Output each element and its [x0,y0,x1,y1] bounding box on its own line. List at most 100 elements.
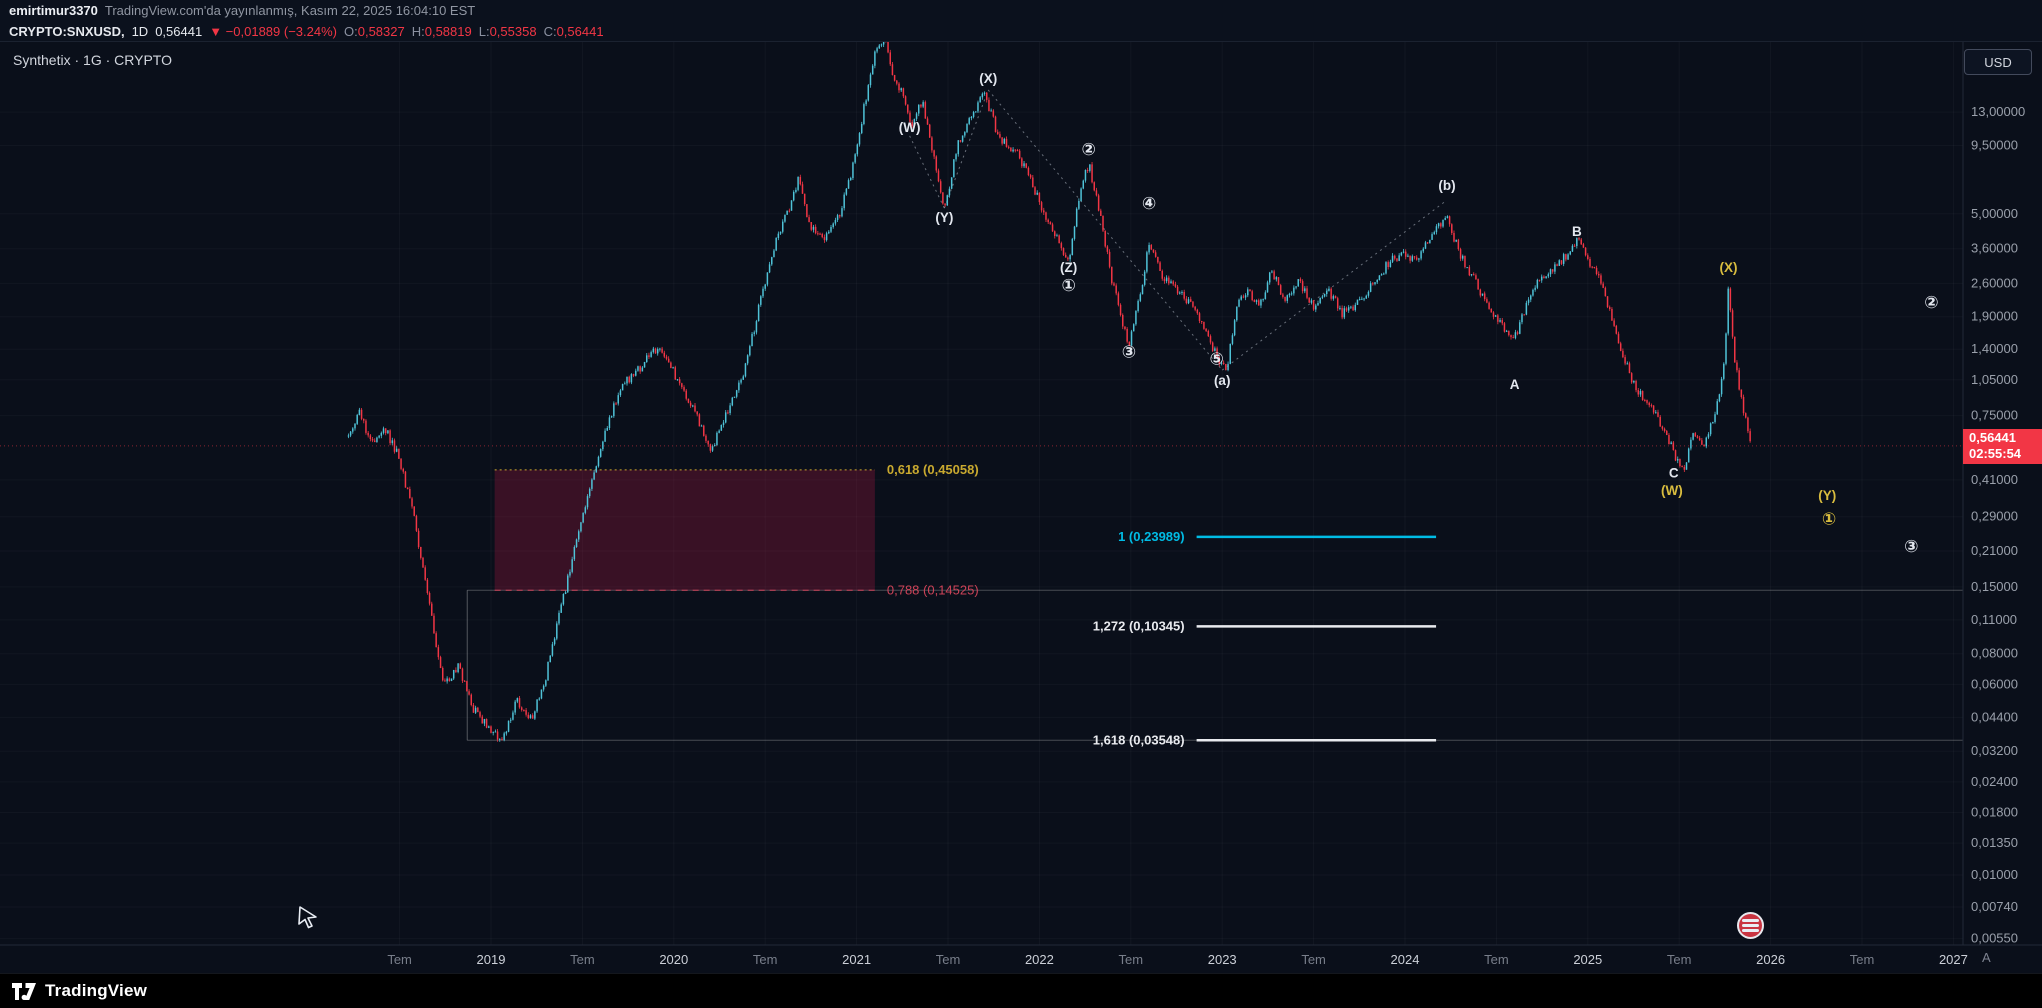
svg-text:0,01350: 0,01350 [1971,835,2018,850]
svg-text:0,03200: 0,03200 [1971,743,2018,758]
wave-label: ① [1061,276,1075,295]
wave-connector-lines [909,89,1448,371]
svg-text:0,08000: 0,08000 [1971,646,2018,661]
svg-text:5,00000: 5,00000 [1971,206,2018,221]
svg-text:2022: 2022 [1025,952,1054,967]
last-price-badge: 0,56441 02:55:54 [1963,429,2042,464]
svg-text:2,60000: 2,60000 [1971,275,2018,290]
low-value: L:0,55358 [478,23,537,39]
close-value: C:0,56441 [543,23,604,39]
tradingview-logo-icon[interactable] [12,982,36,1000]
svg-text:Tem: Tem [387,952,412,967]
svg-text:Tem: Tem [1119,952,1144,967]
tradingview-brand-text[interactable]: TradingView [45,981,148,1000]
svg-text:0,11000: 0,11000 [1971,612,2017,627]
wave-label: (W) [1661,483,1683,498]
svg-text:0,21000: 0,21000 [1971,543,2018,558]
interval-label[interactable]: 1D [131,23,149,39]
wave-label: ③ [1122,342,1136,361]
svg-text:0,00740: 0,00740 [1971,899,2018,914]
wave-label: (W) [899,120,921,135]
svg-text:Tem: Tem [1667,952,1692,967]
currency-toggle-button[interactable]: USD [1964,49,2032,75]
footer-bar: TradingView [0,973,2042,1008]
svg-text:0,41000: 0,41000 [1971,472,2018,487]
change-text: ▼ −0,01889 (−3.24%) [209,23,337,39]
wave-label: ② [1082,140,1096,159]
elliott-wave-labels: (W)(X)(Y)②④(Z)①③ ⑤(a)(b)ABC(W)(X)(Y)①②③ [899,71,1939,556]
badge-price: 0,56441 [1969,430,2016,445]
svg-text:Tem: Tem [1484,952,1509,967]
high-value: H:0,58819 [411,23,472,39]
svg-text:Tem: Tem [570,952,595,967]
svg-text:1,90000: 1,90000 [1971,309,2018,324]
wave-label: ⑤ [1210,350,1224,369]
wave-label: ④ [1142,194,1156,213]
svg-text:3,60000: 3,60000 [1971,241,2018,256]
wave-label: (X) [979,71,997,86]
red-circle-event-icon[interactable] [1737,912,1764,939]
candlestick-series[interactable] [347,33,1751,742]
wave-label: C [1669,465,1679,480]
svg-text:2026: 2026 [1756,952,1785,967]
wave-label: (a) [1214,373,1231,388]
event-icon-stripe [1742,919,1759,922]
svg-text:2027: 2027 [1939,952,1968,967]
wave-label: (b) [1438,178,1455,193]
svg-text:0,01800: 0,01800 [1971,804,2018,819]
svg-text:2024: 2024 [1391,952,1420,967]
event-icon-stripe [1742,929,1759,932]
svg-text:2025: 2025 [1573,952,1602,967]
svg-text:0,29000: 0,29000 [1971,509,2018,524]
open-value: O:0,58327 [344,23,405,39]
svg-text:0,01000: 0,01000 [1971,867,2018,882]
wave-label: (X) [1720,260,1738,275]
chart-legend[interactable]: Synthetix · 1G · CRYPTO [13,52,172,68]
svg-text:Tem: Tem [753,952,778,967]
svg-text:2020: 2020 [659,952,688,967]
svg-text:Tem: Tem [936,952,961,967]
svg-text:0,75000: 0,75000 [1971,408,2018,423]
svg-text:1,618 (0,03548): 1,618 (0,03548) [1093,732,1185,747]
wave-label: ① [1822,510,1836,529]
symbol-name[interactable]: CRYPTO:SNXUSD, [9,23,125,39]
svg-text:9,50000: 9,50000 [1971,137,2018,152]
event-icon-stripe [1742,924,1759,927]
wave-label: (Z) [1060,260,1077,275]
svg-text:2023: 2023 [1208,952,1237,967]
svg-text:Tem: Tem [1301,952,1326,967]
svg-text:0,15000: 0,15000 [1971,579,2018,594]
svg-text:13,00000: 13,00000 [1971,104,2025,119]
price-axis[interactable]: 13,00000 9,50000 5,00000 3,60000 2,60000 1,90… [1971,104,2025,946]
last-price-text: 0,56441 [155,23,203,39]
time-axis[interactable]: Tem 2019 Tem 2020 Tem 2021 Tem 2022 Tem 2023 Tem 20… [387,952,1968,967]
drawing-arrow-icon [296,904,322,935]
svg-text:0,00550: 0,00550 [1971,931,2018,946]
wave-label: (Y) [935,210,953,225]
fib-retracement-labels: 0,618 (0,45058) 0,788 (0,14525) [887,462,979,597]
publish-info-text: TradingView.com'da yayınlanmış, Kasım 22… [104,3,476,18]
badge-countdown: 02:55:54 [1969,446,2022,461]
svg-text:1,40000: 1,40000 [1971,341,2018,356]
svg-text:0,618 (0,45058): 0,618 (0,45058) [887,462,979,477]
svg-text:2021: 2021 [842,952,871,967]
svg-text:1,05000: 1,05000 [1971,372,2018,387]
svg-text:1,272 (0,10345): 1,272 (0,10345) [1093,618,1185,633]
wave-label: A [1510,377,1520,392]
fib-retracement-tool[interactable] [466,469,1963,741]
fib-extension-tool[interactable]: 1 (0,23989) 1,272 (0,10345) 1,618 (0,03548… [1093,529,1437,747]
symbol-info-bar: CRYPTO:SNXUSD, 1D 0,56441 ▼ −0,01889 (−3… [0,21,2042,42]
wave-label: (Y) [1818,488,1836,503]
axis-setting-button[interactable]: A [1982,950,1991,965]
wave-label: ② [1924,293,1938,312]
svg-text:1 (0,23989): 1 (0,23989) [1118,529,1185,544]
wave-label: ③ [1904,537,1918,556]
svg-text:0,788 (0,14525): 0,788 (0,14525) [887,582,979,597]
svg-text:2019: 2019 [477,952,506,967]
publisher-username[interactable]: emirtimur3370 [9,3,98,18]
fib-zone-box [494,469,875,591]
svg-text:Tem: Tem [1850,952,1875,967]
wave-label: B [1572,224,1582,239]
